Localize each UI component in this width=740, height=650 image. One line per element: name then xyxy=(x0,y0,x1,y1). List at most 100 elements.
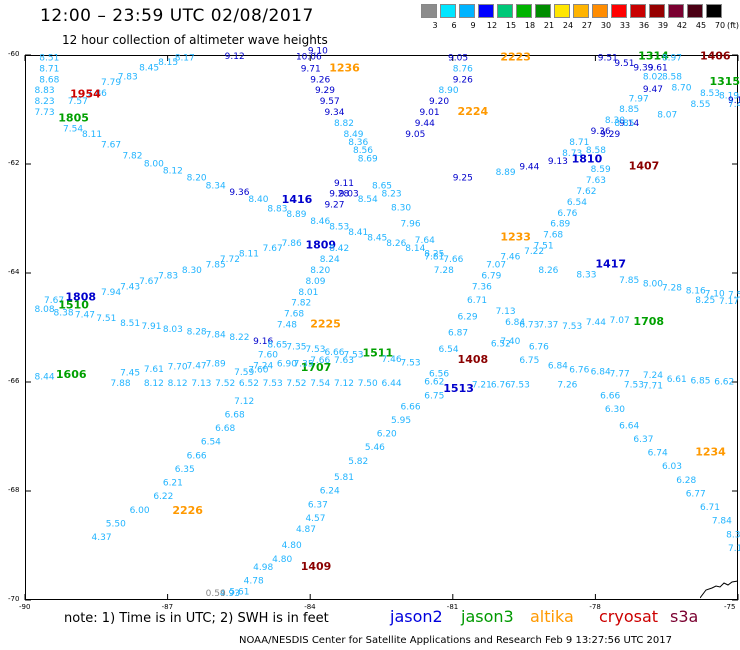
scale-swatch xyxy=(611,4,627,18)
lon-tick-label: -90 xyxy=(19,603,31,611)
lon-tick-label: -75 xyxy=(724,603,736,611)
wave-height-label: 5.81 xyxy=(334,473,354,483)
wave-height-label: 8.89 xyxy=(496,168,516,178)
wave-height-label: 8.26 xyxy=(538,266,558,276)
scale-label: 12 xyxy=(486,21,498,30)
wave-height-label: 7.46 xyxy=(382,355,402,365)
wave-height-label: 7.86 xyxy=(87,89,107,99)
wave-height-label: 8.17 xyxy=(175,53,195,63)
wave-height-label: 9.29 xyxy=(315,86,335,96)
wave-height-label: 7.10 xyxy=(728,544,740,554)
wave-height-label: 6.37 xyxy=(633,435,653,445)
wave-height-label: 7.60 xyxy=(258,350,278,360)
scale-swatch xyxy=(516,4,532,18)
wave-height-label: 6.73 xyxy=(519,321,539,331)
wave-height-label: 7.71 xyxy=(643,382,663,392)
wave-height-label: 8.23 xyxy=(382,190,402,200)
wave-height-label: 7.07 xyxy=(486,261,506,271)
wave-height-label: 7.53 xyxy=(401,359,421,369)
wave-height-label: 6.56 xyxy=(429,370,449,380)
wave-height-label: 6.84 xyxy=(591,367,611,377)
scale-unit: (ft) xyxy=(727,21,740,30)
wave-height-label: 8.26 xyxy=(386,239,406,249)
wave-height-label: 6.64 xyxy=(619,421,639,431)
wave-height-label: 9.16 xyxy=(253,337,273,347)
wave-height-label: 7.64 xyxy=(415,236,435,246)
wave-height-label: 8.20 xyxy=(310,266,330,276)
scale-label: 21 xyxy=(543,21,555,30)
wave-height-label: 8.65 xyxy=(267,341,287,351)
wave-height-label: 7.66 xyxy=(443,255,463,265)
wave-height-label: 8.24 xyxy=(320,255,340,265)
wave-height-label: 6.79 xyxy=(481,271,501,281)
wave-height-label: 8.36 xyxy=(348,138,368,148)
wave-height-label: 7.52 xyxy=(728,291,740,301)
scale-swatch xyxy=(687,4,703,18)
pass-time-label: 1315 xyxy=(709,75,740,88)
wave-height-label: 9.10 xyxy=(308,46,328,56)
wave-height-label: 8.25 xyxy=(695,296,715,306)
pass-time-label: 2224 xyxy=(458,105,489,118)
wave-height-label: 8.16 xyxy=(686,287,706,297)
wave-height-label: 9.26 xyxy=(453,75,473,85)
wave-height-label: 7.54 xyxy=(63,124,83,134)
legend-jason3: jason3 xyxy=(461,607,514,626)
wave-height-label: 7.22 xyxy=(524,247,544,257)
wave-height-label: 7.94 xyxy=(101,288,121,298)
wave-height-label: 9.51 xyxy=(614,59,634,69)
wave-height-label: 7.66 xyxy=(310,356,330,366)
wave-height-label: 7.40 xyxy=(500,337,520,347)
wave-height-label: 9.28 xyxy=(329,190,349,200)
wave-height-label: 7.24 xyxy=(643,371,663,381)
scale-swatch xyxy=(440,4,456,18)
wave-height-label: 7.13 xyxy=(496,307,516,317)
wave-height-label: 8.45 xyxy=(367,233,387,243)
wave-height-label: 6.54 xyxy=(567,198,587,208)
pass-time-label: 1407 xyxy=(629,159,660,172)
wave-height-label: 4.57 xyxy=(305,514,325,524)
wave-height-label: 7.44 xyxy=(586,318,606,328)
wave-height-label: 7.57 xyxy=(68,97,88,107)
scale-swatch xyxy=(459,4,475,18)
wave-height-label: 9.12 xyxy=(728,96,740,106)
wave-height-label: 8.30 xyxy=(182,266,202,276)
wave-height-label: 8.12 xyxy=(168,379,188,389)
wave-height-label: 7.79 xyxy=(101,78,121,88)
wave-height-label: 8.22 xyxy=(229,333,249,343)
wave-height-label: 9.34 xyxy=(324,108,344,118)
wave-height-label: 6.52 xyxy=(491,340,511,350)
wave-height-label: 6.75 xyxy=(424,391,444,401)
wave-height-label: 7.53 xyxy=(263,379,283,389)
wave-height-label: 9.12 xyxy=(225,52,245,62)
pass-time-label: 1233 xyxy=(500,230,531,243)
wave-height-label: 7.53 xyxy=(562,322,582,332)
wave-height-label: 6.22 xyxy=(153,492,173,502)
pass-time-label: 2226 xyxy=(172,504,203,517)
wave-height-label: 7.28 xyxy=(662,283,682,293)
lon-tick-label: -84 xyxy=(304,603,316,611)
wave-height-label: 7.17 xyxy=(719,297,739,307)
pass-time-label: 1417 xyxy=(595,258,626,271)
wave-height-label: 8.73 xyxy=(562,149,582,159)
wave-height-label: 5.46 xyxy=(365,443,385,453)
wave-height-label: 7.62 xyxy=(576,187,596,197)
wave-height-label: 7.77 xyxy=(610,370,630,380)
wave-height-label: 6.62 xyxy=(424,378,444,388)
wave-height-label: 7.53 xyxy=(624,380,644,390)
pass-time-label: 1805 xyxy=(58,111,89,124)
wave-height-label: 9.71 xyxy=(301,64,321,74)
wave-height-label: 7.61 xyxy=(144,365,164,375)
wave-height-label: 8.11 xyxy=(82,130,102,140)
scale-swatch xyxy=(478,4,494,18)
wave-height-label: 6.84 xyxy=(505,318,525,328)
wave-height-label: 6.71 xyxy=(700,503,720,513)
wave-height-label: 0.59 xyxy=(206,589,226,599)
wave-height-label: 6.87 xyxy=(448,329,468,339)
pass-time-label: 1314 xyxy=(638,49,669,62)
wave-height-label: 6.44 xyxy=(382,379,402,389)
wave-height-label: 4.37 xyxy=(92,533,112,543)
wave-height-label: 6.66 xyxy=(600,391,620,401)
pass-time-label: 1606 xyxy=(56,368,87,381)
wave-height-label: 9.39 xyxy=(633,63,653,73)
wave-height-label: 8.83 xyxy=(267,204,287,214)
